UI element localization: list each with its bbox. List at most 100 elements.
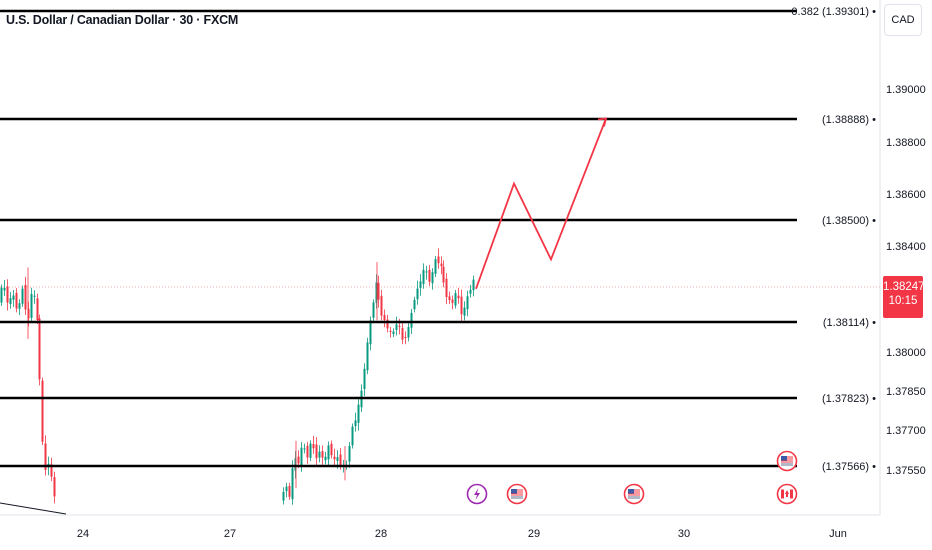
us-flag-icon — [776, 450, 798, 472]
projection-line — [475, 118, 607, 290]
event-markers — [466, 450, 798, 505]
level-0: 0.382 (1.39301) • — [0, 6, 876, 18]
candle — [440, 256, 443, 275]
level-5: (1.37566) • — [0, 461, 876, 473]
chart-plot-area — [0, 0, 881, 516]
candle — [24, 276, 27, 315]
candle — [351, 423, 354, 449]
candle — [437, 248, 440, 269]
candlestick-series — [0, 248, 475, 515]
time-tick-label: 28 — [375, 528, 387, 540]
candle — [36, 293, 39, 324]
candle — [44, 435, 47, 476]
level-4: (1.37823) • — [0, 393, 876, 405]
candle — [375, 274, 378, 309]
price-tick-label: 1.37700 — [886, 425, 926, 437]
candle — [422, 263, 425, 289]
candle — [431, 268, 434, 290]
trendline — [0, 502, 67, 515]
time-tick-label: 27 — [224, 528, 236, 540]
candle — [50, 457, 53, 482]
candle — [460, 289, 463, 323]
canada-flag-icon — [776, 483, 798, 505]
candle — [404, 331, 407, 345]
candle — [6, 279, 9, 311]
candle — [324, 451, 327, 465]
level-2: (1.38500) • — [0, 215, 876, 227]
candle — [354, 412, 357, 432]
level-label: (1.38888) • — [822, 114, 876, 126]
candle — [333, 448, 336, 465]
candle — [306, 441, 309, 464]
price-tick-label: 1.38600 — [886, 189, 926, 201]
time-axis: 24 27 28 29 30 Jun — [77, 528, 847, 540]
candle — [442, 260, 445, 288]
candle — [315, 437, 318, 467]
candle — [366, 337, 369, 375]
candle — [357, 397, 360, 431]
chart-title: U.S. Dollar / Canadian Dollar · 30 · FXC… — [6, 13, 239, 27]
price-tick-label: 1.38000 — [886, 347, 926, 359]
candle — [53, 471, 56, 504]
current-price-value: 1.38247 — [883, 281, 925, 293]
candle — [41, 377, 44, 446]
candle — [348, 441, 351, 468]
candle — [466, 290, 469, 317]
candle — [416, 280, 419, 305]
level-3: (1.38114) • — [0, 317, 876, 329]
candle — [383, 309, 386, 328]
candle — [428, 264, 431, 286]
candle — [434, 255, 437, 277]
candle — [469, 284, 472, 298]
candle — [451, 295, 454, 310]
candle — [448, 291, 451, 304]
price-tick-label: 1.37550 — [886, 465, 926, 477]
price-axis: 1.39000 1.38800 1.38600 1.38400 1.38000 1.378… — [886, 84, 926, 477]
currency-button[interactable]: CAD — [884, 4, 922, 36]
candle — [419, 274, 422, 296]
candle — [372, 299, 375, 321]
current-price-countdown: 10:15 — [888, 295, 918, 307]
candle — [21, 285, 24, 307]
candle — [463, 301, 466, 321]
candle — [303, 443, 306, 454]
candle — [413, 296, 416, 313]
candle — [395, 316, 398, 336]
candle — [363, 363, 366, 397]
time-tick-label: Jun — [829, 528, 847, 540]
candle — [15, 288, 18, 313]
candle — [0, 284, 3, 306]
us-flag-icon — [506, 483, 528, 505]
candle — [312, 436, 315, 454]
candle — [457, 287, 460, 304]
candle — [9, 291, 12, 309]
candle — [392, 328, 395, 338]
candle — [454, 289, 457, 309]
candle — [38, 314, 41, 386]
horizontal-levels: 0.382 (1.39301) • (1.38888) • (1.38500) • (… — [0, 6, 876, 473]
candle — [386, 314, 389, 333]
us-flag-icon — [623, 483, 645, 505]
candle — [401, 321, 404, 345]
price-tick-label: 1.37850 — [886, 386, 926, 398]
price-tick-label: 1.38400 — [886, 241, 926, 253]
level-label: (1.38114) • — [823, 317, 876, 329]
candle — [327, 441, 330, 466]
candle — [33, 290, 36, 304]
candle — [380, 289, 383, 321]
candle — [445, 273, 448, 305]
candle — [3, 280, 6, 296]
candle — [389, 326, 392, 338]
level-label: (1.38500) • — [822, 215, 876, 227]
level-1: (1.38888) • — [0, 114, 876, 126]
candle — [318, 445, 321, 463]
level-label: (1.37566) • — [822, 461, 876, 473]
candle — [321, 445, 324, 465]
candle — [407, 322, 410, 342]
candle — [18, 299, 21, 316]
candle — [472, 275, 475, 297]
candle — [377, 275, 380, 308]
candle — [294, 451, 297, 479]
candle — [291, 460, 294, 505]
